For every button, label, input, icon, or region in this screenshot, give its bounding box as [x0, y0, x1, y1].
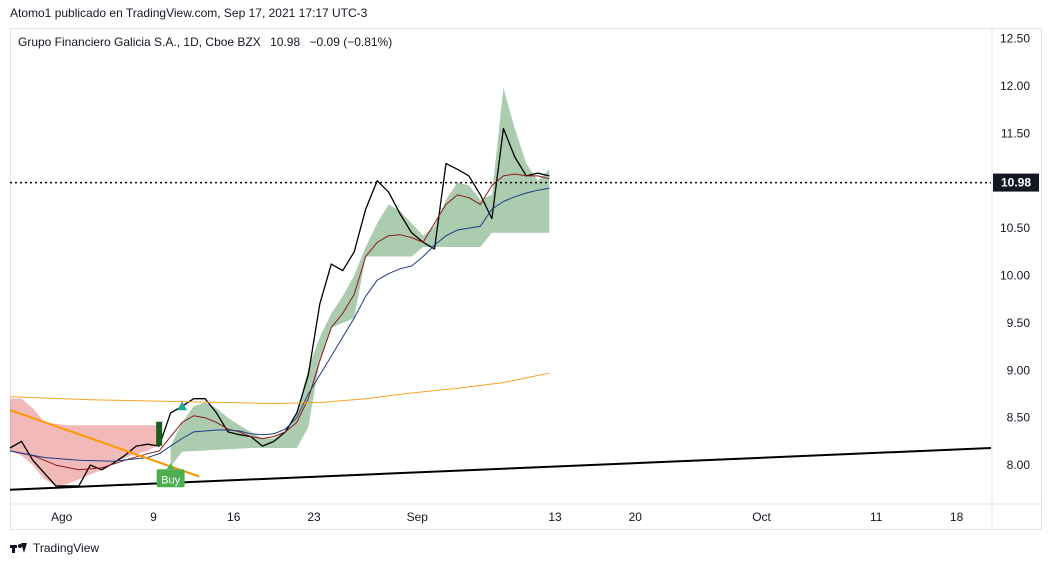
moving-average-slow-line[interactable]: [9, 187, 550, 462]
y-tick-label: 10.00: [1000, 268, 1030, 282]
publisher-header: Atomo1 publicado en TradingView.com, Sep…: [10, 6, 368, 20]
y-tick-label: 9.00: [1007, 363, 1031, 377]
x-tick-label: Oct: [752, 510, 771, 524]
x-tick-label: 18: [950, 510, 964, 524]
last-price-badge-label: 10.98: [1001, 176, 1031, 190]
x-tick-label: 13: [548, 510, 562, 524]
symbol-name: Grupo Financiero Galicia S.A., 1D, Cboe …: [18, 35, 261, 49]
x-tick-label: 16: [227, 510, 241, 524]
band-layer: [10, 87, 550, 486]
y-tick-label: 10.50: [1000, 221, 1030, 235]
marker-layer: Buy: [156, 401, 188, 488]
signal-triangle-icon: [177, 401, 188, 411]
last-price-badge[interactable]: [993, 173, 1039, 192]
footer-brand[interactable]: TradingView: [10, 541, 99, 555]
y-tick-label: 8.50: [1007, 411, 1031, 425]
x-tick-label: 23: [307, 510, 321, 524]
x-tick-label: 9: [150, 510, 157, 524]
buy-label-box: [156, 469, 185, 488]
y-tick-label: 8.00: [1007, 458, 1031, 472]
axis-layer: 8.008.509.009.5010.0010.5011.0011.5012.0…: [10, 29, 1042, 530]
line-layer: [9, 127, 992, 491]
x-tick-label: 11: [870, 510, 883, 524]
buy-signal[interactable]: Buy: [156, 463, 185, 488]
y-tick-label: 12.50: [1000, 31, 1030, 45]
chart-frame[interactable]: [10, 28, 1042, 530]
buy-arrow-icon: [166, 463, 175, 470]
bullish-cloud-1-band: [170, 87, 550, 468]
y-tick-label: 12.00: [1000, 79, 1030, 93]
moving-average-fast-line[interactable]: [9, 173, 550, 471]
tradingview-logo-icon: [10, 543, 28, 553]
bearish-cloud-band: [10, 398, 160, 486]
brand-name: TradingView: [33, 541, 100, 555]
x-tick-label: 20: [629, 510, 643, 524]
symbol-legend[interactable]: Grupo Financiero Galicia S.A., 1D, Cboe …: [18, 35, 392, 49]
price-change: −0.09 (−0.81%): [309, 35, 393, 49]
buy-label-text: Buy: [161, 474, 180, 486]
x-tick-label: Sep: [407, 510, 429, 524]
price-line[interactable]: [9, 127, 550, 487]
y-tick-label: 11.50: [1001, 126, 1030, 140]
last-price-value: 10.98: [270, 35, 301, 49]
signal-box: [156, 421, 163, 446]
x-tick-label: Ago: [51, 510, 73, 524]
y-tick-label: 9.50: [1007, 316, 1031, 330]
trendline-resistance-line[interactable]: [9, 409, 200, 478]
moving-average-long-line[interactable]: [9, 372, 550, 404]
